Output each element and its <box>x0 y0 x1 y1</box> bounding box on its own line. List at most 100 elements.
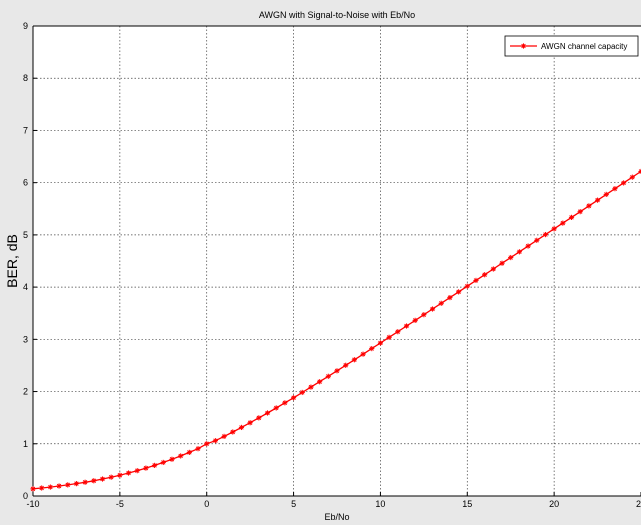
data-point-marker <box>542 231 549 238</box>
data-point-marker <box>343 362 349 368</box>
data-point-marker <box>247 420 253 426</box>
x-tick-label: 10 <box>375 499 385 509</box>
data-point-marker <box>490 266 496 272</box>
data-point-marker <box>238 424 245 431</box>
grid-lines <box>33 26 641 496</box>
series-group <box>30 168 641 492</box>
legend-star-icon <box>520 43 527 49</box>
data-point-marker <box>82 479 88 485</box>
data-point-marker <box>594 197 601 203</box>
data-point-marker <box>586 203 592 209</box>
data-point-marker <box>56 483 62 489</box>
y-tick-label: 5 <box>23 230 28 240</box>
data-point-marker <box>91 478 97 484</box>
data-point-marker <box>534 237 540 243</box>
data-point-marker <box>30 486 36 492</box>
data-point-marker <box>39 485 45 491</box>
data-point-marker <box>456 289 462 295</box>
x-axis-label: Eb/No <box>324 512 349 522</box>
data-point-marker <box>612 186 618 192</box>
data-point-marker <box>73 481 80 487</box>
data-point-marker <box>508 254 514 261</box>
data-point-marker <box>204 441 210 447</box>
data-point-marker <box>212 438 218 444</box>
data-point-marker <box>464 283 470 289</box>
legend-box <box>504 35 639 57</box>
data-point-marker <box>638 168 641 175</box>
data-point-marker <box>169 456 175 462</box>
data-point-marker <box>282 400 288 406</box>
data-point-marker <box>360 351 366 357</box>
x-tick-label: 20 <box>549 499 559 509</box>
legend-marker-star <box>520 43 527 49</box>
x-tick-label: 25 <box>636 499 641 509</box>
data-point-marker <box>134 468 140 474</box>
y-tick-label: 2 <box>23 387 28 397</box>
data-point-marker <box>230 429 236 435</box>
data-point-marker <box>143 465 149 471</box>
data-point-marker <box>568 214 575 220</box>
data-point-marker <box>221 433 227 440</box>
axis-ticks: -10 -5 0 5 10 15 20 25 0 1 2 3 4 5 6 7 8 9 <box>23 21 641 509</box>
legend: AWGN channel capacity <box>504 35 639 57</box>
data-point-marker <box>412 317 418 323</box>
legend-entry-awgn-channel-capacity: AWGN channel capacity <box>541 42 627 51</box>
data-point-marker <box>629 174 635 180</box>
data-point-marker <box>447 295 453 301</box>
data-point-marker <box>516 249 522 255</box>
data-point-marker <box>603 191 609 198</box>
data-point-marker <box>264 410 271 416</box>
data-point-marker <box>47 484 53 490</box>
data-point-marker <box>334 368 340 374</box>
plot-area <box>33 26 641 496</box>
data-point-marker <box>186 449 192 455</box>
data-point-marker <box>525 243 531 249</box>
x-tick-label: 5 <box>291 499 296 509</box>
data-point-marker <box>482 272 488 278</box>
y-tick-label: 4 <box>23 282 28 292</box>
data-point-marker <box>369 345 375 352</box>
y-tick-label: 9 <box>23 21 28 31</box>
data-point-marker <box>325 373 331 379</box>
data-point-marker <box>473 277 479 284</box>
y-tick-label: 8 <box>23 73 28 83</box>
chart-title: AWGN with Signal-to-Noise with Eb/No <box>259 10 415 20</box>
data-point-marker <box>178 453 184 459</box>
x-tick-label: -5 <box>116 499 124 509</box>
y-tick-label: 7 <box>23 125 28 135</box>
data-point-marker <box>108 474 114 480</box>
y-tick-label: 3 <box>23 334 28 344</box>
data-point-marker <box>125 470 132 476</box>
data-point-marker <box>195 446 201 452</box>
data-point-marker <box>577 209 583 215</box>
data-point-marker <box>117 472 123 478</box>
data-point-marker <box>99 476 106 482</box>
x-tick-label: -10 <box>26 499 39 509</box>
data-point-marker <box>560 220 566 226</box>
x-tick-label: 15 <box>462 499 472 509</box>
data-point-marker <box>377 340 384 346</box>
data-point-marker <box>499 260 505 266</box>
data-point-marker <box>290 395 297 401</box>
data-point-marker <box>403 323 410 329</box>
data-point-marker <box>65 482 71 488</box>
data-point-marker <box>551 226 557 232</box>
y-tick-label: 1 <box>23 439 28 449</box>
x-tick-label: 0 <box>204 499 209 509</box>
data-point-marker <box>256 415 262 421</box>
data-point-marker <box>299 389 305 396</box>
data-point-marker <box>351 357 357 363</box>
data-point-marker <box>152 462 158 468</box>
data-point-marker <box>621 180 627 186</box>
y-axis-label: BER, dB <box>4 234 20 288</box>
data-point-marker <box>421 312 427 318</box>
data-point-marker <box>273 405 279 411</box>
data-point-marker <box>395 329 401 335</box>
data-point-marker <box>438 300 444 306</box>
data-point-marker <box>429 306 436 312</box>
data-point-marker <box>386 334 392 340</box>
data-point-marker <box>160 459 166 466</box>
data-point-marker <box>317 379 323 385</box>
